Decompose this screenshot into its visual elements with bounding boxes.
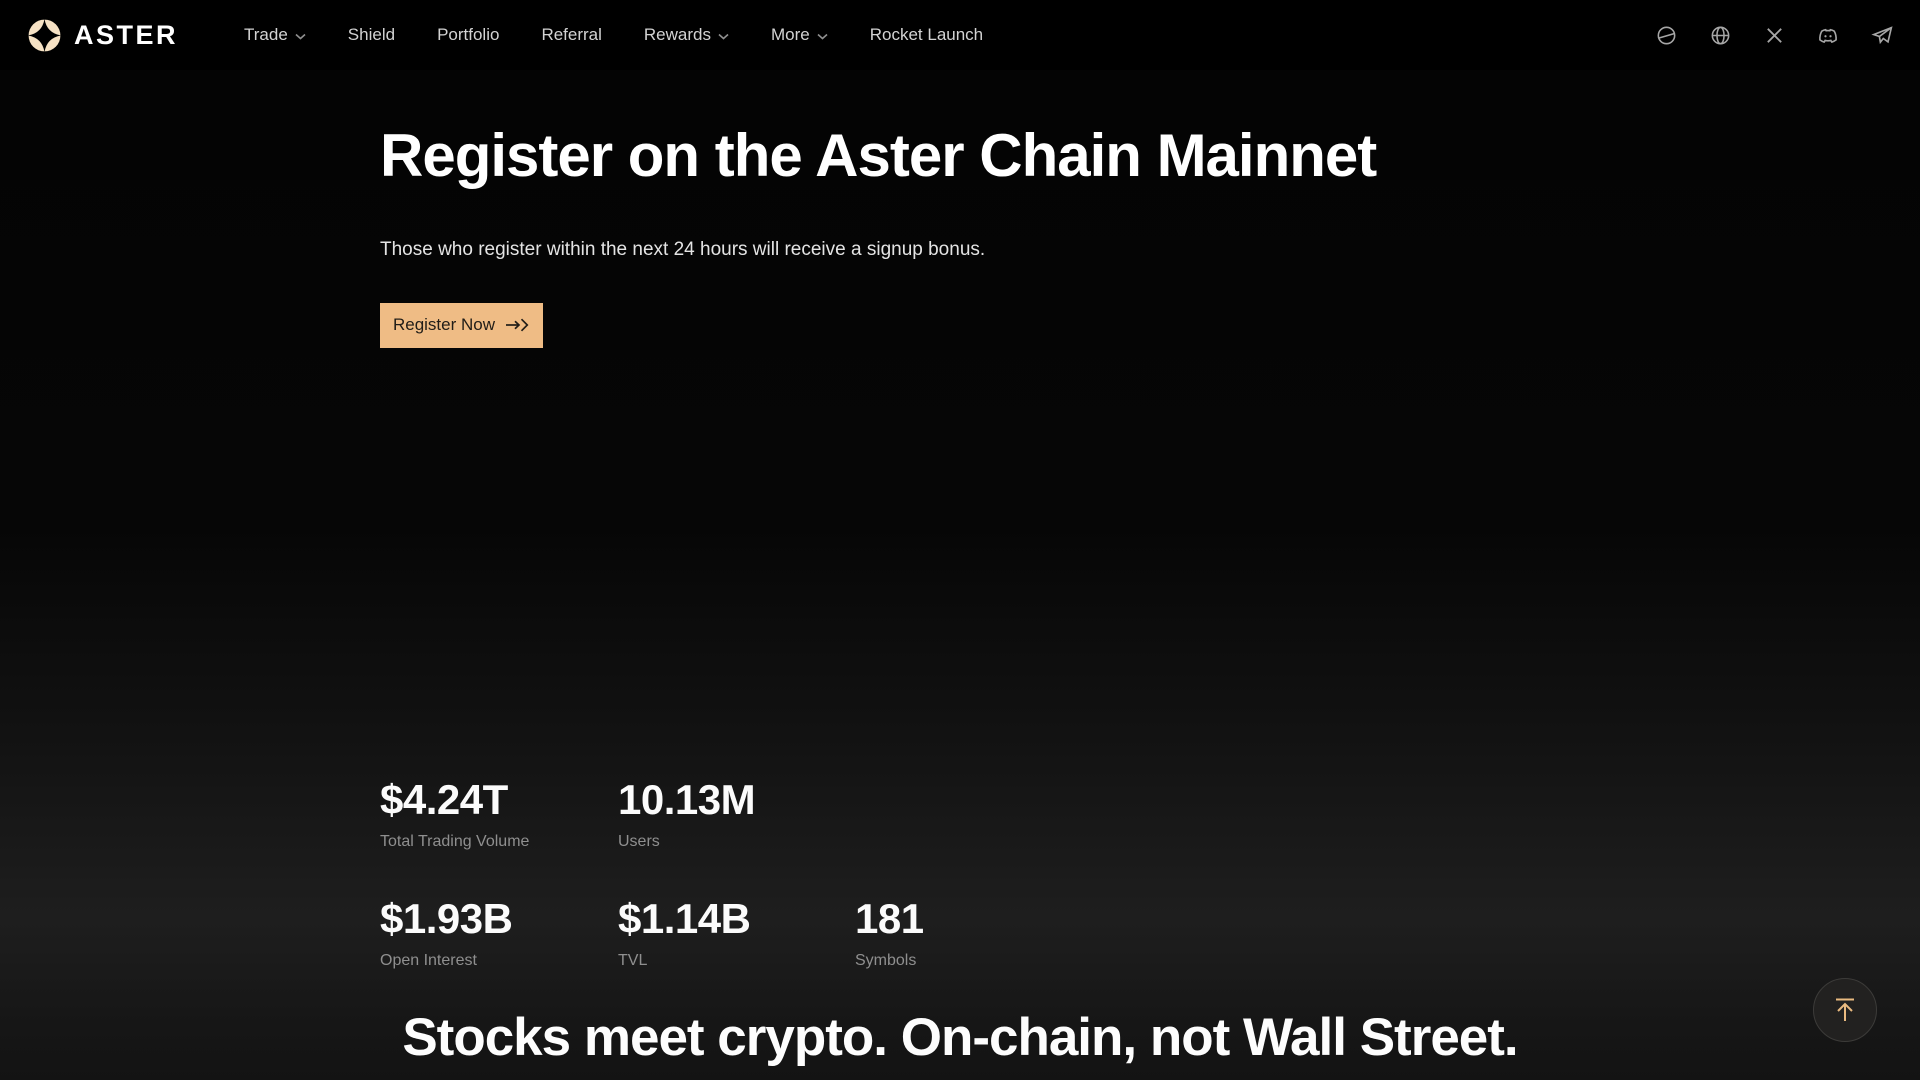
stat-users: 10.13M Users [618, 776, 855, 851]
hero-subtitle: Those who register within the next 24 ho… [380, 238, 986, 260]
stat-label: Open Interest [380, 952, 477, 969]
stocks-section-title: Stocks meet crypto. On-chain, not Wall S… [402, 1008, 1518, 1067]
chevron-down-icon [295, 33, 306, 40]
nav-item-more[interactable]: More [771, 25, 828, 45]
stats-grid: $4.24T Total Trading Volume 10.13M Users… [380, 776, 1175, 970]
stat-value: $1.14B [618, 895, 751, 942]
arrow-right-icon [506, 318, 529, 332]
chevron-down-icon [718, 33, 729, 40]
stat-tvl: $1.14B TVL [618, 895, 855, 970]
stat-value: 10.13M [618, 776, 756, 823]
arrow-up-to-top-icon [1836, 998, 1854, 1021]
hero-section: Register on the Aster Chain Mainnet Thos… [0, 70, 1920, 969]
nav-item-label: Rocket Launch [869, 25, 984, 44]
nav-item-rewards[interactable]: Rewards [644, 25, 729, 45]
stat-symbols: 181 Symbols [855, 895, 1175, 970]
stat-label: TVL [618, 952, 648, 969]
header-icon-group [1654, 23, 1894, 47]
nav-item-trade[interactable]: Trade [244, 25, 306, 45]
nav-item-label: Rewards [643, 25, 711, 44]
stat-open-interest: $1.93B Open Interest [380, 895, 618, 970]
register-now-label: Register Now [392, 315, 496, 335]
nav-item-label: Trade [244, 25, 288, 44]
x-twitter-icon[interactable] [1762, 23, 1786, 47]
nav-item-label: More [771, 25, 810, 44]
nav-item-label: Portfolio [437, 25, 500, 44]
telegram-icon[interactable] [1870, 23, 1894, 47]
nav-item-label: Referral [541, 25, 602, 44]
language-globe-icon[interactable] [1708, 23, 1732, 47]
register-now-button[interactable]: Register Now [380, 302, 543, 348]
theme-toggle-icon[interactable] [1654, 23, 1678, 47]
aster-logo-icon [26, 17, 63, 54]
stat-value: $4.24T [380, 776, 508, 823]
nav-item-referral[interactable]: Referral [541, 25, 601, 45]
discord-icon[interactable] [1816, 23, 1840, 47]
stocks-section: Stocks meet crypto. On-chain, not Wall S… [0, 945, 1920, 1080]
nav-item-portfolio[interactable]: Portfolio [437, 25, 499, 45]
brand-name: ASTER [74, 19, 179, 50]
stat-label: Users [618, 833, 660, 850]
nav-item-rocket-launch[interactable]: Rocket Launch [870, 25, 983, 45]
stat-value: $1.93B [380, 895, 513, 942]
nav-item-shield[interactable]: Shield [348, 25, 395, 45]
chevron-down-icon [817, 33, 828, 40]
stat-label: Total Trading Volume [380, 833, 530, 850]
hero-title: Register on the Aster Chain Mainnet [380, 122, 1377, 189]
main-menu: Trade Shield Portfolio Referral Rewards … [244, 25, 983, 45]
aster-logo[interactable]: ASTER [26, 17, 178, 54]
stat-spacer [855, 776, 1175, 851]
stat-label: Symbols [855, 952, 917, 969]
nav-item-label: Shield [347, 25, 396, 44]
scroll-to-top-button[interactable] [1813, 978, 1877, 1042]
stat-value: 181 [855, 895, 924, 942]
stat-total-trading-volume: $4.24T Total Trading Volume [380, 776, 618, 851]
top-navigation: ASTER Trade Shield Portfolio Referral Re… [0, 0, 1920, 70]
